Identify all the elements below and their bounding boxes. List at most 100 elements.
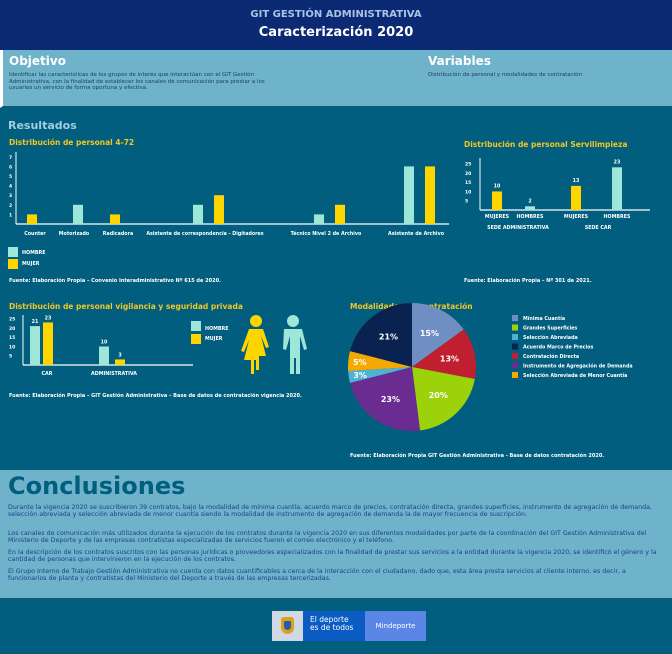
pie-label: 3% [353, 371, 367, 380]
conclusion-paragraph: Los canales de comunicación más utilizad… [8, 530, 647, 544]
legend-swatch [512, 324, 518, 331]
data-label: 23 [614, 159, 621, 165]
chart-title: Distribución de personal 4-72 [9, 138, 134, 147]
x-tick-label: HOMBRES [604, 214, 631, 220]
objective-section: Objetivo Identificar las características… [0, 50, 672, 108]
bar [612, 167, 622, 210]
data-label: 2 [528, 198, 531, 204]
bar [571, 185, 581, 210]
source-note: Fuente: Elaboración Propia – GIT Gestión… [9, 392, 302, 399]
legend-label: Grandes Superficies [523, 326, 577, 332]
legend-label: Acuerdo Marco de Precios [523, 345, 593, 351]
header: GIT GESTIÓN ADMINISTRATIVA Caracterizaci… [0, 0, 672, 50]
bar-hombre [99, 346, 109, 365]
bar-mujer [43, 322, 53, 365]
legend-label: Selección Abreviada [523, 334, 578, 341]
bar-hombre [73, 204, 83, 224]
group-label: SEDE ADMINISTRATIVA [487, 225, 549, 231]
legend-swatch-mujer [191, 334, 201, 344]
x-tick-label: Motorizado [59, 231, 90, 237]
coat-of-arms-icon [272, 611, 303, 641]
y-tick-label: 5 [9, 354, 12, 360]
data-label: 23 [45, 315, 52, 321]
pie-slice [412, 329, 476, 379]
legend-label: MUJER [22, 261, 40, 267]
y-tick-label: 10 [465, 189, 471, 195]
conclusion-paragraph: En la descripción de los contratos suscr… [8, 549, 657, 563]
pie-label: 13% [440, 355, 459, 364]
x-tick-label: MUJERES [485, 214, 510, 220]
pie-slice [348, 351, 412, 372]
woman-icon [241, 315, 269, 374]
bar-mujer [115, 359, 125, 365]
bar-mujer [110, 214, 120, 224]
man-icon [283, 315, 307, 374]
conclusion-paragraph: El Grupo Interno de Trabajo Gestión Admi… [8, 568, 626, 582]
bar-hombre [30, 326, 40, 365]
data-label: 10 [101, 339, 108, 345]
x-tick-label: Asistente de correspondencia - Digitador… [146, 231, 263, 237]
pie-label: 5% [353, 358, 367, 367]
objetivo-text: Identificar las características de los g… [9, 72, 265, 91]
bar-hombre [404, 166, 414, 224]
chart-title: Distribución de personal Servilimpieza [464, 140, 627, 149]
objetivo-title: Objetivo [9, 54, 66, 68]
page-title: Caracterización 2020 [258, 25, 414, 40]
x-tick-label: Asistente de Archivo [388, 231, 445, 237]
bar-mujer [27, 214, 37, 224]
data-label: 13 [573, 178, 580, 184]
y-tick-label: 10 [9, 344, 15, 350]
conclusion-paragraph: Durante la vigencia 2020 se suscribieron… [8, 504, 652, 518]
y-tick-label: 15 [9, 335, 15, 341]
source-note: Fuente: Elaboración Propia – Convenio In… [9, 277, 221, 284]
brand-name: Mindeporte [365, 611, 426, 641]
slogan-line2: es de todos [310, 623, 354, 632]
legend-label: Mínima Cuantía [523, 315, 565, 322]
x-tick-label: Counter [24, 231, 46, 237]
group-label: SEDE CAR [585, 225, 612, 231]
variables-title: Variables [428, 54, 491, 68]
bar-mujer [214, 195, 224, 224]
y-tick-label: 20 [465, 171, 471, 177]
y-tick-label: 5 [465, 199, 468, 205]
conclusiones-title: Conclusiones [8, 472, 186, 500]
y-tick-label: 7 [9, 155, 12, 161]
x-tick-label: HOMBRES [517, 214, 544, 220]
x-tick-label: Radicadora [103, 231, 133, 237]
y-tick-label: 2 [9, 203, 12, 209]
legend-swatch [512, 334, 518, 340]
legend-swatch [512, 315, 518, 321]
y-tick-label: 15 [465, 180, 471, 186]
pie-slice [350, 303, 412, 367]
legend-swatch [512, 362, 518, 369]
x-tick-label: CAR [42, 371, 53, 377]
legend-label: HOMBRE [22, 250, 46, 256]
variables-text: Distribución de personal y modalidades d… [428, 72, 583, 78]
gender-icons [241, 315, 307, 374]
bar-mujer [425, 166, 435, 224]
y-tick-label: 4 [9, 184, 12, 190]
chart-title: Distribución de personal vigilancia y se… [9, 302, 243, 311]
legend-swatch-hombre [191, 321, 201, 331]
data-label: 3 [118, 352, 121, 358]
conclusions-section: Conclusiones Durante la vigencia 2020 se… [0, 470, 672, 598]
pie-label: 20% [429, 391, 448, 400]
y-tick-label: 5 [9, 174, 12, 180]
bar-mujer [335, 204, 345, 224]
legend-swatch-hombre [8, 247, 18, 257]
header-subtitle: GIT GESTIÓN ADMINISTRATIVA [250, 9, 422, 20]
slogan-line1: El deporte [310, 615, 349, 624]
legend-swatch [512, 343, 518, 350]
pie-label: 21% [379, 333, 398, 342]
x-tick-label: Técnico Nivel 2 de Archivo [291, 230, 362, 237]
legend-swatch [512, 372, 518, 378]
legend-swatch [512, 353, 518, 359]
source-note: Fuente: Elaboración Propia GIT Gestión A… [350, 452, 604, 459]
data-label: 10 [494, 183, 501, 189]
footer-logo: El deporte es de todos Mindeporte [272, 611, 426, 641]
y-tick-label: 25 [465, 162, 471, 168]
legend-label: HOMBRE [205, 326, 229, 332]
bar [525, 206, 535, 210]
legend-label: MUJER [205, 336, 223, 342]
pie-slice [348, 367, 412, 383]
